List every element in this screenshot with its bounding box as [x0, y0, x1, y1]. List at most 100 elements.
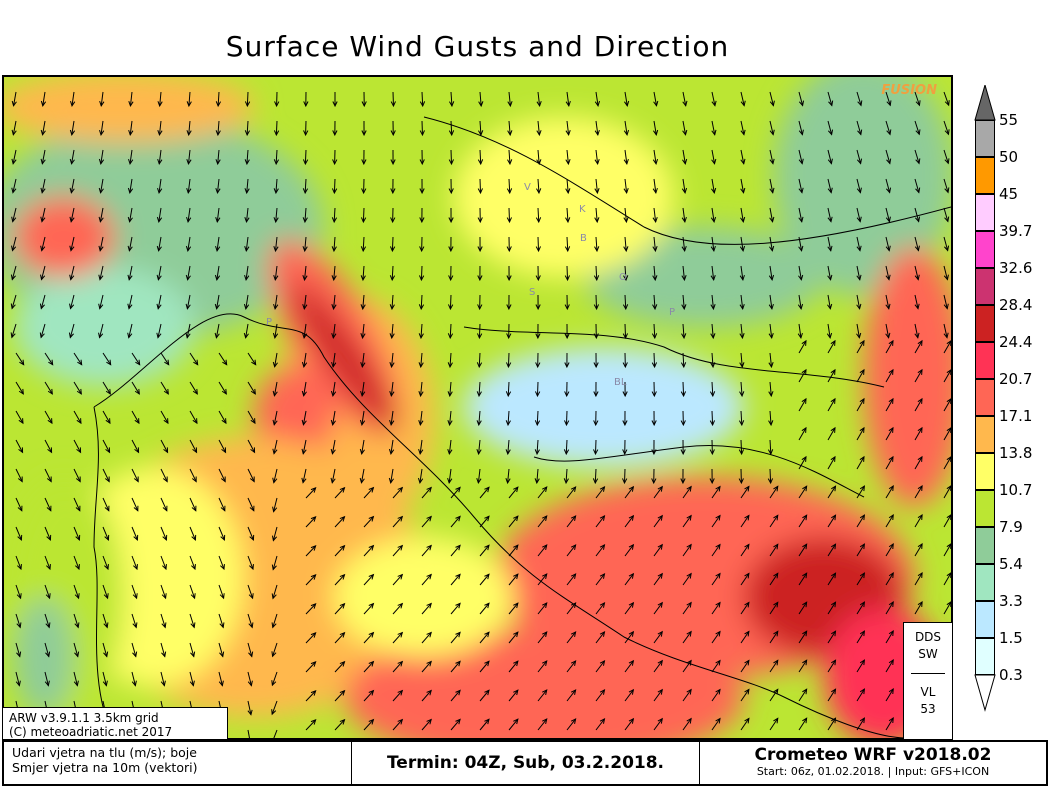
- wind-arrow: [566, 515, 577, 528]
- wind-arrow: [827, 659, 837, 673]
- wind-arrow: [593, 265, 600, 282]
- wind-arrow: [331, 323, 337, 340]
- wind-arrow: [419, 120, 425, 137]
- wind-arrow: [218, 671, 224, 687]
- wind-arrow: [740, 543, 750, 557]
- wind-arrow: [273, 178, 279, 195]
- wind-arrow: [390, 120, 396, 137]
- wind-arrow: [73, 497, 81, 512]
- wind-arrow: [450, 631, 461, 644]
- wind-arrow: [566, 631, 577, 644]
- wind-arrow: [360, 352, 366, 369]
- wind-arrow: [389, 236, 396, 253]
- wind-arrow: [44, 584, 51, 600]
- wind-arrow: [798, 572, 808, 586]
- wind-arrow: [102, 642, 109, 658]
- wind-arrow: [652, 236, 658, 253]
- wind-arrow: [160, 642, 167, 658]
- wind-arrow: [156, 294, 162, 310]
- wind-arrow: [271, 555, 278, 571]
- wind-arrow: [363, 660, 375, 673]
- legend-label: 0.3: [999, 666, 1023, 684]
- wind-arrow: [218, 526, 226, 541]
- wind-arrow: [885, 265, 891, 281]
- wind-arrow: [419, 207, 425, 224]
- wind-arrow: [215, 149, 221, 166]
- wind-arrow: [39, 294, 46, 310]
- wind-arrow: [15, 439, 24, 454]
- wind-arrow: [537, 573, 548, 586]
- wind-arrow: [39, 323, 46, 339]
- wind-arrow: [505, 410, 511, 427]
- wind-arrow: [421, 544, 432, 557]
- wind-arrow: [563, 439, 570, 456]
- wind-arrow: [624, 601, 635, 615]
- legend-swatch: [975, 416, 995, 453]
- wind-arrow: [131, 410, 140, 425]
- wind-arrow: [769, 149, 775, 165]
- wind-arrow: [131, 352, 141, 366]
- wind-arrow: [623, 91, 630, 107]
- wind-arrow: [885, 294, 891, 310]
- wind-arrow: [189, 381, 198, 395]
- wind-arrow: [740, 630, 750, 644]
- wind-arrow: [652, 178, 658, 195]
- wind-arrow: [943, 427, 951, 441]
- wind-arrow: [421, 573, 432, 586]
- wind-arrow: [798, 91, 805, 107]
- wind-arrow: [943, 340, 951, 354]
- legend-label: 13.8: [999, 444, 1033, 462]
- wind-arrow: [651, 410, 657, 427]
- wind-arrow: [508, 602, 519, 615]
- wind-arrow: [885, 514, 894, 528]
- coastline: [93, 313, 905, 738]
- legend-label: 28.4: [999, 296, 1033, 314]
- wind-arrow: [40, 178, 46, 194]
- wind-arrow: [767, 439, 774, 456]
- wind-arrow: [302, 178, 309, 195]
- wind-arrow: [98, 149, 105, 165]
- wind-arrow: [392, 631, 404, 644]
- footer-bar: Udari vjetra na tlu (m/s); boje Smjer vj…: [2, 740, 1048, 786]
- wind-arrow: [768, 352, 774, 369]
- wind-arrow: [476, 410, 482, 427]
- wind-arrow: [856, 485, 865, 499]
- wind-arrow: [218, 584, 225, 600]
- wind-arrow: [768, 294, 774, 311]
- legend-label: 32.6: [999, 259, 1033, 277]
- wind-arrow: [363, 515, 375, 528]
- wind-arrow: [189, 642, 196, 658]
- wind-arrow: [73, 439, 82, 454]
- wind-arrow: [127, 236, 133, 252]
- wind-arrow: [131, 497, 139, 512]
- wind-arrow: [99, 91, 105, 108]
- wind-arrow: [623, 178, 629, 195]
- wind-arrow: [417, 468, 424, 484]
- wind-arrow: [651, 439, 657, 456]
- wind-arrow: [537, 689, 548, 702]
- wind-arrow: [189, 584, 196, 600]
- wind-arrow: [710, 323, 716, 340]
- wind-arrow: [334, 631, 346, 644]
- wind-arrow: [477, 294, 483, 311]
- legend-label: 39.7: [999, 222, 1033, 240]
- wind-arrow: [711, 149, 717, 165]
- wind-arrow: [768, 410, 774, 427]
- wind-arrow: [334, 544, 346, 557]
- wind-arrow: [363, 486, 375, 499]
- wind-arrow: [218, 642, 225, 658]
- wind-arrow: [566, 486, 577, 499]
- wind-arrow: [537, 660, 548, 673]
- wind-arrow: [827, 543, 837, 557]
- footer-description: Udari vjetra na tlu (m/s); boje Smjer vj…: [4, 742, 352, 784]
- wind-arrow: [40, 149, 46, 165]
- wind-arrow: [157, 178, 163, 194]
- wind-arrow: [10, 323, 17, 339]
- wind-arrow: [98, 323, 104, 339]
- wind-arrow: [798, 397, 807, 412]
- wind-arrow: [479, 689, 490, 702]
- wind-arrow: [856, 688, 865, 702]
- wind-arrow: [476, 439, 482, 456]
- wind-arrow: [247, 642, 254, 658]
- wind-arrow: [914, 600, 923, 615]
